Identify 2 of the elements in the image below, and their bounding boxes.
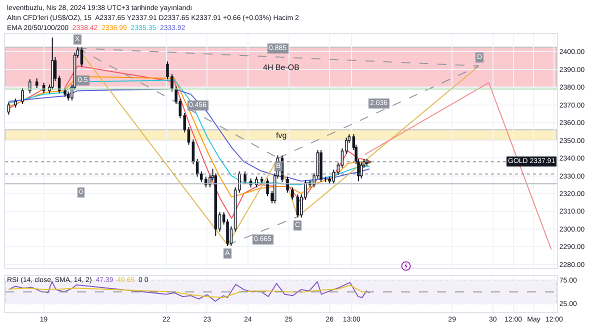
band-label: 4H Be-OB	[263, 63, 300, 72]
band-label: fvg	[276, 131, 287, 140]
